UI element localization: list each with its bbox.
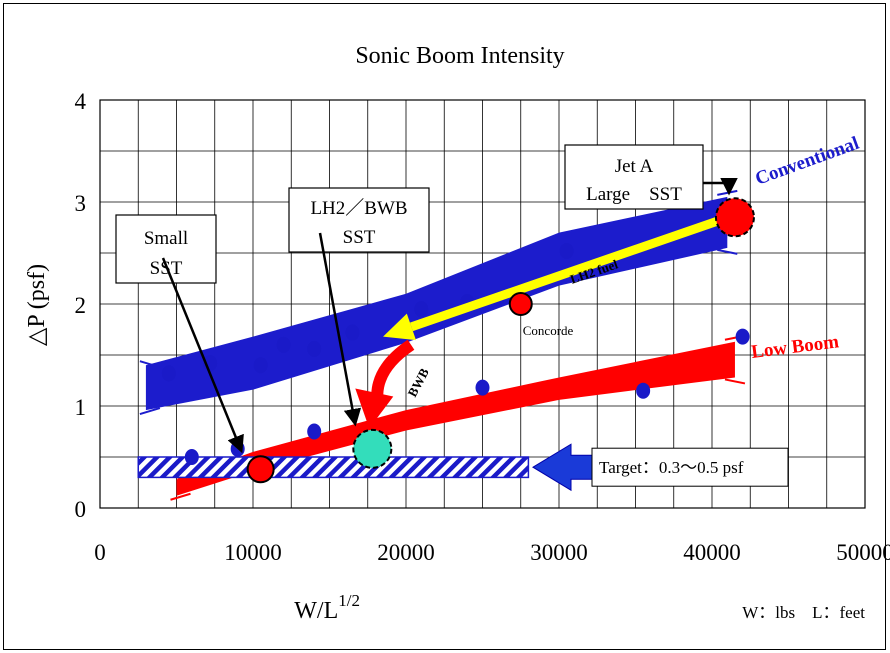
target-label-box [591,447,789,487]
marker-concorde [508,292,533,316]
y-tick-label: 4 [75,89,87,114]
marker-lh2-bwb-sst [352,428,393,469]
callout-box-small-sst [115,214,217,284]
marker-label: Concorde [523,323,574,338]
units-note: W：lbs L：feet [742,603,865,622]
marker-small-sst [246,455,275,484]
data-point [559,242,574,259]
target-band-group: Target：0.3～0.5 psf [137,443,789,492]
band-whisker [724,378,746,385]
data-point [636,382,651,399]
data-point [276,336,291,353]
callout-box-lh2-bwb [288,187,430,253]
callout-text-jet-a: Jet A [615,156,654,177]
bwb-arrow-head [355,388,394,429]
x-axis-label-sup: 1/2 [338,591,360,610]
data-point [161,365,176,382]
band-whisker [139,407,161,416]
lh2-arrow-head [383,313,416,341]
callout-leader-jet-a [703,178,738,196]
callout-text-small-sst: Small [144,228,188,249]
callout-leader-lh2-bwb [318,232,362,427]
chart-title: Sonic Boom Intensity [355,43,564,69]
marker-jet-a-large-sst [714,197,755,238]
x-tick-label: 30000 [530,540,588,565]
y-tick-label: 2 [75,293,87,318]
band-conventional [145,196,728,411]
x-tick-label: 10000 [224,540,282,565]
band-whisker [717,248,738,255]
data-point [735,328,750,345]
x-tick-label: 50000 [836,540,890,565]
data-point [345,324,360,341]
lh2-arrow-shaft [409,216,722,332]
target-band [137,456,530,479]
data-point [253,357,268,374]
x-tick-label: 0 [94,540,106,565]
data-point [184,449,199,465]
data-point [414,301,429,318]
x-axis-label: W/L1/2 [294,591,360,624]
callout-box-jet-a [564,144,704,210]
y-tick-label: 3 [75,191,87,216]
x-tick-label: 20000 [377,540,435,565]
chart-frame [3,3,886,650]
x-tick-label: 40000 [683,540,741,565]
data-point [475,379,490,396]
y-tick-label: 1 [75,395,87,420]
band-low-boom [176,341,735,496]
markers: Concorde [246,197,755,484]
band-whisker [170,492,191,501]
band-whisker [139,360,161,369]
callout-text-jet-a: Large SST [586,184,682,205]
y-tick-label: 0 [75,497,87,522]
ticks: 0 10000 20000 30000 40000 50000 0 1 2 3 4 [75,89,890,565]
callout-text-lh2-bwb: SST [343,227,376,248]
target-label: Target：0.3～0.5 psf [599,458,744,477]
y-axis-label: △P (psf) [24,264,50,346]
x-axis-label-main: W/L [294,598,338,624]
data-point [307,340,322,357]
bwb-arrow-shaft [371,339,415,395]
callout-text-lh2-bwb: LH2／BWB [310,197,407,219]
data-point [307,423,322,440]
callout-leader-small-sst [161,257,244,454]
